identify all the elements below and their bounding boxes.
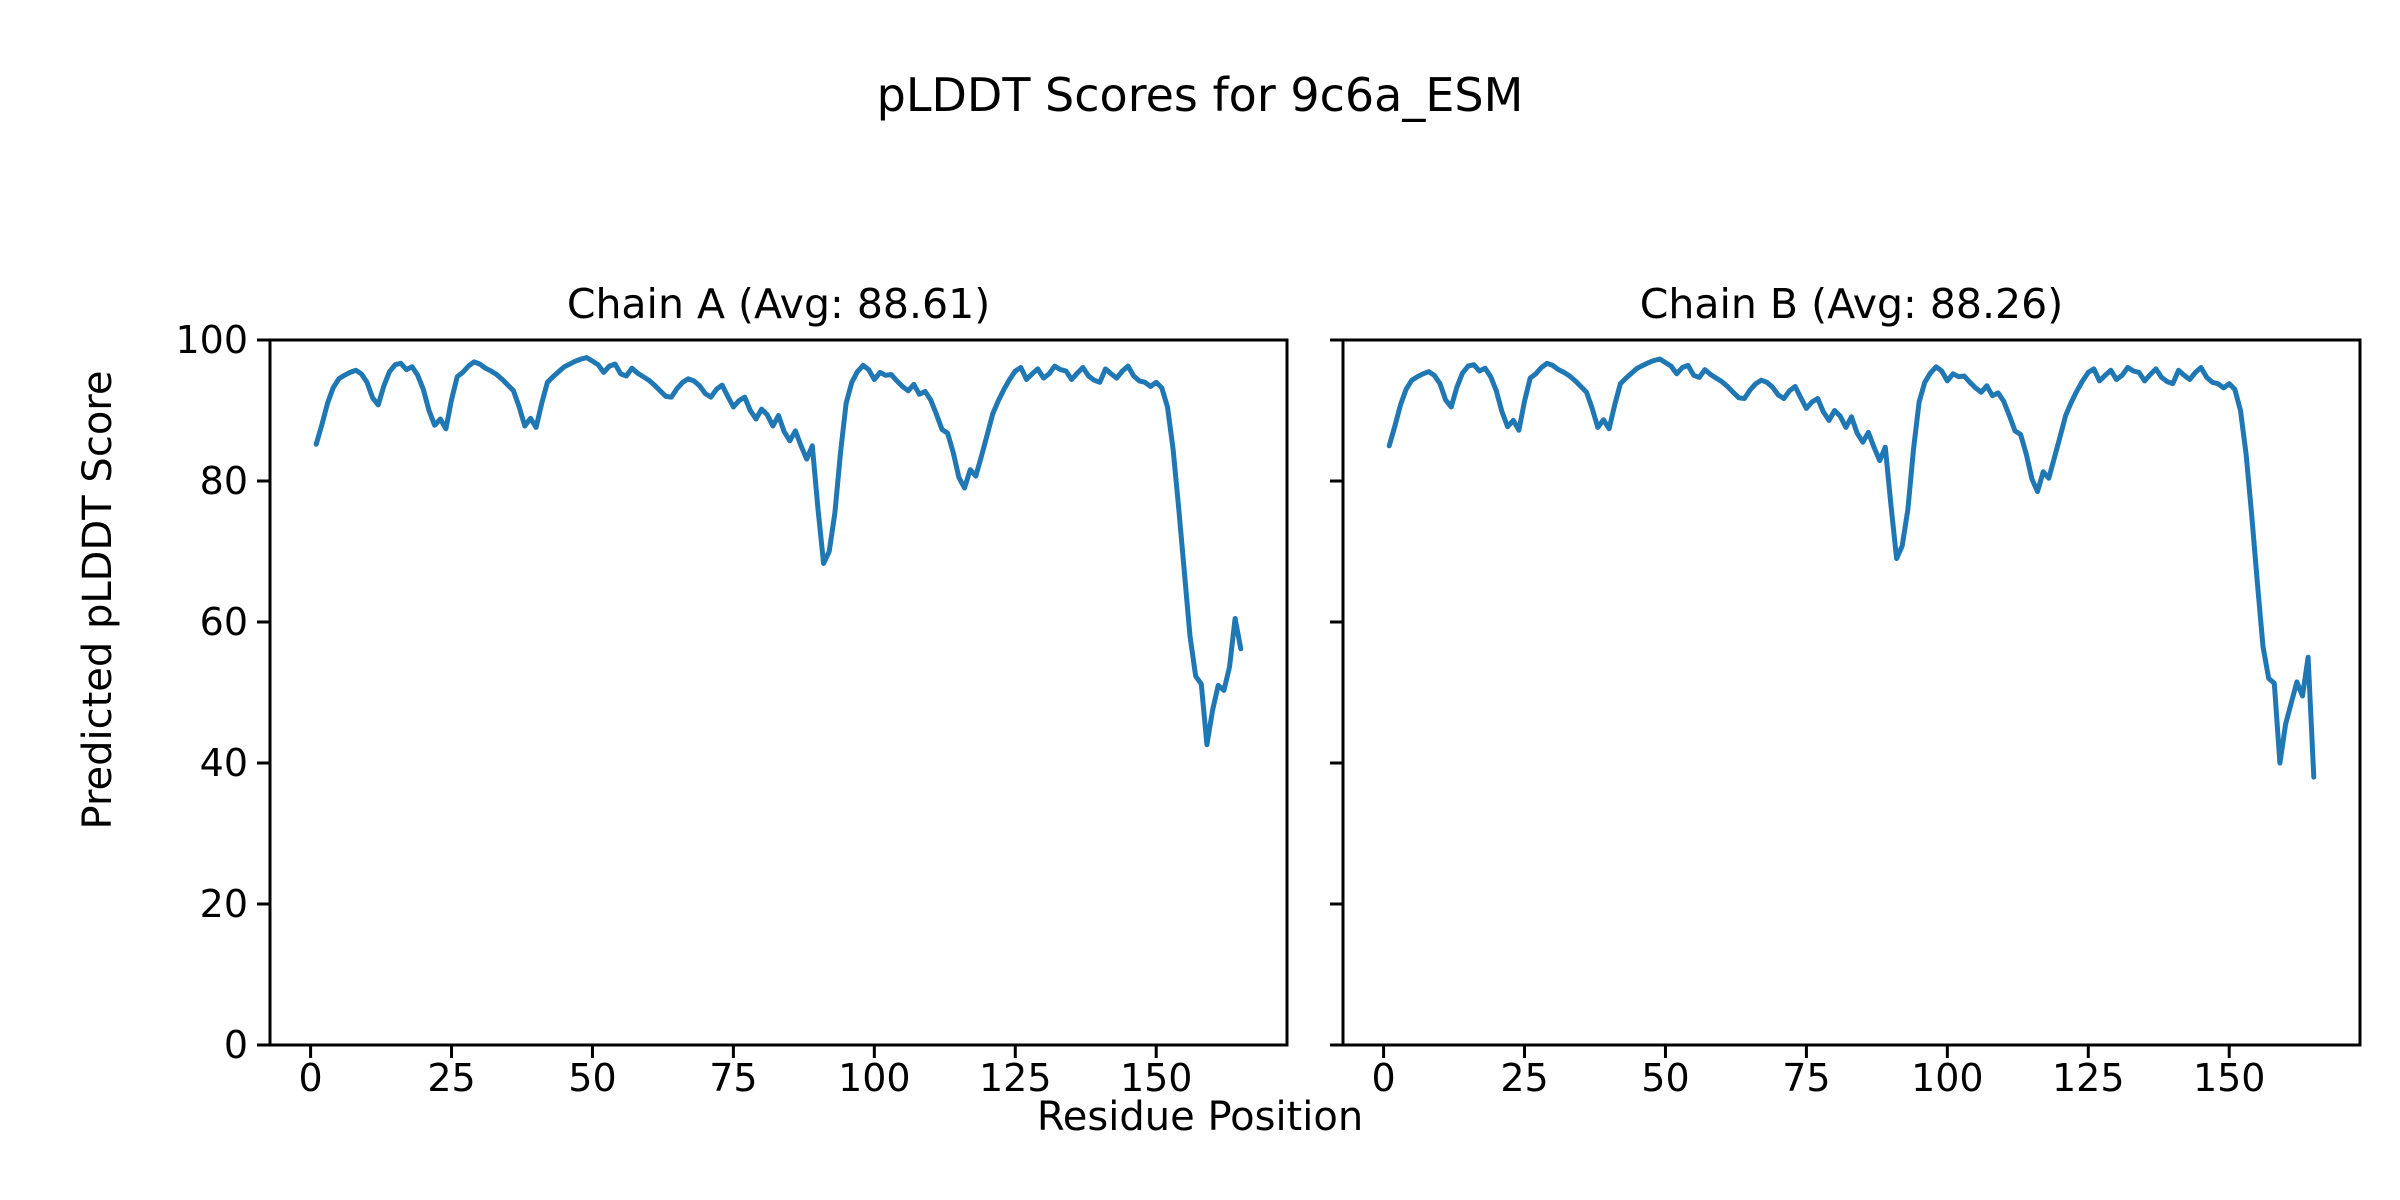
y-tick-label: 60 <box>200 600 248 644</box>
chain-b-plot: 0 25 50 75 100 125 150 <box>1330 338 2362 1100</box>
axes-frame <box>268 338 1289 1047</box>
axes-frame <box>1341 338 2362 1047</box>
x-tick-label: 25 <box>1500 1056 1548 1100</box>
x-axis-label: Residue Position <box>1036 1094 1364 1140</box>
y-tick-label: 40 <box>200 741 248 785</box>
x-tick-label: 0 <box>298 1056 322 1100</box>
y-axis-label: Predicted pLDDT Score <box>75 370 121 830</box>
x-tick-label: 150 <box>1120 1056 1193 1100</box>
chain-b-subplot-title: Chain B (Avg: 88.26) <box>1639 280 2064 328</box>
x-tick-label: 75 <box>709 1056 757 1100</box>
x-tick-label: 50 <box>1641 1056 1689 1100</box>
y-tick-label: 0 <box>224 1023 248 1067</box>
chain-a-subplot-title: Chain A (Avg: 88.61) <box>566 280 991 328</box>
x-tick-label: 50 <box>568 1056 616 1100</box>
x-tick-label: 75 <box>1782 1056 1830 1100</box>
x-tick-label: 0 <box>1371 1056 1395 1100</box>
x-tick-label: 125 <box>2052 1056 2125 1100</box>
plddt-line-chain-b <box>1386 356 2317 780</box>
x-tick-label: 100 <box>838 1056 911 1100</box>
x-tick-label: 100 <box>1911 1056 1984 1100</box>
plddt-line-chain-a <box>313 355 1244 748</box>
x-tick-label: 25 <box>427 1056 475 1100</box>
y-tick-label: 20 <box>200 882 248 926</box>
y-tick-label: 100 <box>175 318 248 362</box>
x-tick-label: 125 <box>979 1056 1052 1100</box>
x-tick-label: 150 <box>2193 1056 2266 1100</box>
y-tick-label: 80 <box>200 459 248 503</box>
chain-a-plot: 0 25 50 75 100 125 150 0 20 40 60 80 100 <box>175 318 1289 1100</box>
figure-title: pLDDT Scores for 9c6a_ESM <box>876 68 1524 122</box>
